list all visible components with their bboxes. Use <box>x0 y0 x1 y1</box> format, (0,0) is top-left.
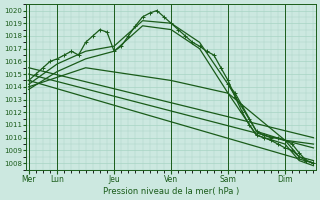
X-axis label: Pression niveau de la mer( hPa ): Pression niveau de la mer( hPa ) <box>103 187 239 196</box>
